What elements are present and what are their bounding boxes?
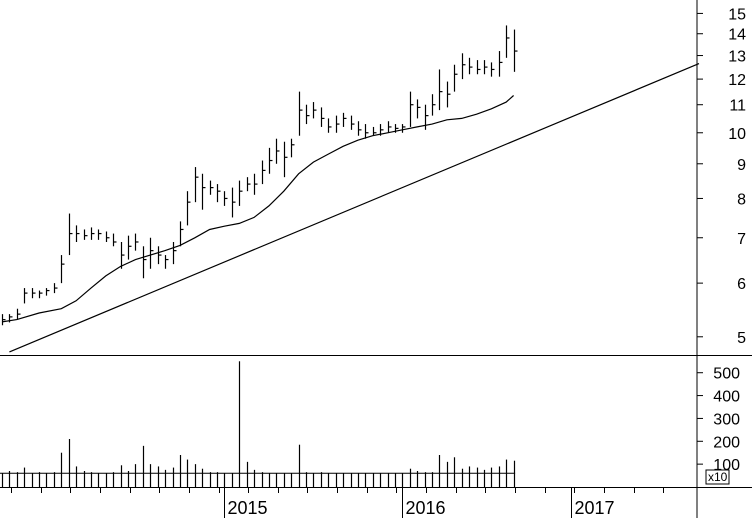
price-tick-label: 10 — [728, 126, 746, 143]
volume-tick-label: 300 — [713, 411, 740, 428]
price-tick-label: 12 — [728, 72, 746, 89]
volume-tick-label: 500 — [713, 366, 740, 383]
price-tick-label: 5 — [737, 330, 746, 347]
price-tick-label: 8 — [737, 191, 746, 208]
price-tick-label: 9 — [737, 157, 746, 174]
volume-tick-label: 200 — [713, 434, 740, 451]
year-label: 2015 — [228, 498, 268, 518]
moving-average-line — [1, 95, 514, 323]
year-label: 2016 — [406, 498, 446, 518]
price-tick-label: 15 — [728, 6, 746, 23]
time-axis: 2015 2016 2017 — [11, 487, 664, 518]
volume-multiplier-label: x10 — [708, 470, 728, 484]
volume-tick-label: 400 — [713, 389, 740, 406]
price-tick-label: 7 — [737, 231, 746, 248]
price-tick-label: 11 — [729, 98, 746, 115]
price-tick-label: 13 — [728, 49, 746, 66]
trendline — [9, 63, 700, 353]
price-tick-label: 14 — [728, 27, 746, 44]
price-tick-label: 6 — [737, 276, 746, 293]
volume-multiplier-box — [705, 469, 730, 485]
year-label: 2017 — [575, 498, 615, 518]
